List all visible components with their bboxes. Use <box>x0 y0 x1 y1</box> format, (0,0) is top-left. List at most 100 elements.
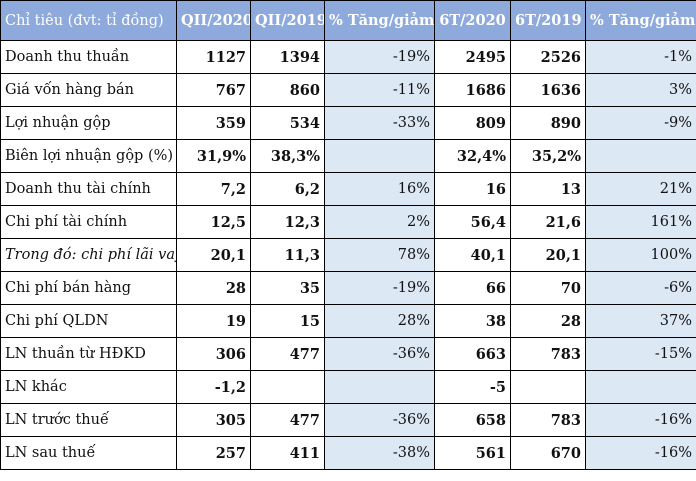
table-row: Biên lợi nhuận gộp (%) 31,9% 38,3% 32,4% 35,… <box>0 139 696 173</box>
cell-q2-2019: 860 <box>250 73 325 107</box>
cell-6m-2019: 670 <box>510 436 586 470</box>
cell-6m-change: 161% <box>585 205 696 239</box>
cell-6m-2020: 663 <box>434 337 511 371</box>
table-row: Chi phí bán hàng 28 35 -19% 66 70 -6% <box>0 271 696 305</box>
cell-q2-2020: 1127 <box>176 40 251 74</box>
cell-6m-change: 21% <box>585 172 696 206</box>
cell-q2-2019: 35 <box>250 271 325 305</box>
table-row: Chi phí QLDN 19 15 28% 38 28 37% <box>0 304 696 338</box>
cell-6m-2019: 1636 <box>510 73 586 107</box>
row-label: LN sau thuế <box>0 436 177 470</box>
cell-q2-2019: 534 <box>250 106 325 140</box>
cell-6m-change: 100% <box>585 238 696 272</box>
cell-6m-2020: 1686 <box>434 73 511 107</box>
table-row: LN thuần từ HĐKD 306 477 -36% 663 783 -15% <box>0 337 696 371</box>
table-row: LN khác -1,2 -5 <box>0 370 696 404</box>
cell-q2-2020: 20,1 <box>176 238 251 272</box>
cell-6m-change: -16% <box>585 403 696 437</box>
cell-q2-2019: 15 <box>250 304 325 338</box>
cell-q2-2020: 257 <box>176 436 251 470</box>
cell-6m-2019 <box>510 370 586 404</box>
cell-6m-2019: 2526 <box>510 40 586 74</box>
cell-6m-change <box>585 370 696 404</box>
cell-6m-2019: 20,1 <box>510 238 586 272</box>
table-row: Lợi nhuận gộp 359 534 -33% 809 890 -9% <box>0 106 696 140</box>
row-label: Chi phí tài chính <box>0 205 177 239</box>
cell-q2-2020: 28 <box>176 271 251 305</box>
row-label: Biên lợi nhuận gộp (%) <box>0 139 177 173</box>
cell-quarter-change: 78% <box>324 238 435 272</box>
cell-6m-2020: 809 <box>434 106 511 140</box>
table-row: Giá vốn hàng bán 767 860 -11% 1686 1636 3% <box>0 73 696 107</box>
cell-6m-change <box>585 139 696 173</box>
cell-q2-2020: -1,2 <box>176 370 251 404</box>
cell-6m-change: -9% <box>585 106 696 140</box>
cell-q2-2019: 477 <box>250 403 325 437</box>
cell-quarter-change: -33% <box>324 106 435 140</box>
cell-6m-2020: 38 <box>434 304 511 338</box>
header-6m-change: % Tăng/giảm <box>585 0 696 41</box>
header-q2-2019: QII/2019 <box>250 0 325 41</box>
cell-quarter-change: -11% <box>324 73 435 107</box>
cell-6m-change: 3% <box>585 73 696 107</box>
header-6m-2019: 6T/2019 <box>510 0 586 41</box>
cell-q2-2019: 12,3 <box>250 205 325 239</box>
cell-6m-2020: 56,4 <box>434 205 511 239</box>
cell-q2-2020: 306 <box>176 337 251 371</box>
row-label: LN thuần từ HĐKD <box>0 337 177 371</box>
header-quarter-change: % Tăng/giảm <box>324 0 435 41</box>
cell-q2-2019: 477 <box>250 337 325 371</box>
cell-6m-2020: 2495 <box>434 40 511 74</box>
cell-q2-2020: 12,5 <box>176 205 251 239</box>
cell-6m-2019: 783 <box>510 403 586 437</box>
cell-q2-2019: 38,3% <box>250 139 325 173</box>
cell-quarter-change: 16% <box>324 172 435 206</box>
cell-6m-change: 37% <box>585 304 696 338</box>
row-label: Lợi nhuận gộp <box>0 106 177 140</box>
cell-quarter-change: -19% <box>324 271 435 305</box>
cell-q2-2020: 305 <box>176 403 251 437</box>
cell-6m-2019: 35,2% <box>510 139 586 173</box>
cell-6m-2020: 32,4% <box>434 139 511 173</box>
cell-6m-2020: 16 <box>434 172 511 206</box>
table-row: LN sau thuế 257 411 -38% 561 670 -16% <box>0 436 696 470</box>
row-label: Giá vốn hàng bán <box>0 73 177 107</box>
cell-6m-2019: 28 <box>510 304 586 338</box>
cell-6m-2019: 70 <box>510 271 586 305</box>
row-label: Doanh thu thuần <box>0 40 177 74</box>
row-label: Chi phí bán hàng <box>0 271 177 305</box>
cell-6m-change: -15% <box>585 337 696 371</box>
cell-6m-change: -1% <box>585 40 696 74</box>
cell-q2-2019: 411 <box>250 436 325 470</box>
header-indicator: Chỉ tiêu (đvt: tỉ đồng) <box>0 0 177 41</box>
row-label: LN khác <box>0 370 177 404</box>
cell-quarter-change: -36% <box>324 337 435 371</box>
cell-q2-2019: 6,2 <box>250 172 325 206</box>
cell-6m-2020: 40,1 <box>434 238 511 272</box>
table-header-row: Chỉ tiêu (đvt: tỉ đồng) QII/2020 QII/201… <box>0 0 696 41</box>
cell-q2-2019 <box>250 370 325 404</box>
row-label: Trong đó: chi phí lãi vay <box>0 238 177 272</box>
header-q2-2020: QII/2020 <box>176 0 251 41</box>
cell-6m-change: -16% <box>585 436 696 470</box>
table-row: LN trước thuế 305 477 -36% 658 783 -16% <box>0 403 696 437</box>
row-label: Doanh thu tài chính <box>0 172 177 206</box>
table-row: Doanh thu thuần 1127 1394 -19% 2495 2526 -1% <box>0 40 696 74</box>
row-label: LN trước thuế <box>0 403 177 437</box>
cell-quarter-change: 2% <box>324 205 435 239</box>
cell-quarter-change: 28% <box>324 304 435 338</box>
cell-quarter-change <box>324 139 435 173</box>
row-label: Chi phí QLDN <box>0 304 177 338</box>
cell-quarter-change: -19% <box>324 40 435 74</box>
cell-6m-2020: 66 <box>434 271 511 305</box>
table-row: Chi phí tài chính 12,5 12,3 2% 56,4 21,6 161% <box>0 205 696 239</box>
cell-6m-2019: 783 <box>510 337 586 371</box>
cell-6m-2019: 890 <box>510 106 586 140</box>
cell-6m-2020: 658 <box>434 403 511 437</box>
cell-q2-2020: 31,9% <box>176 139 251 173</box>
cell-q2-2019: 1394 <box>250 40 325 74</box>
cell-6m-2020: 561 <box>434 436 511 470</box>
cell-q2-2019: 11,3 <box>250 238 325 272</box>
cell-quarter-change: -36% <box>324 403 435 437</box>
cell-6m-2019: 21,6 <box>510 205 586 239</box>
